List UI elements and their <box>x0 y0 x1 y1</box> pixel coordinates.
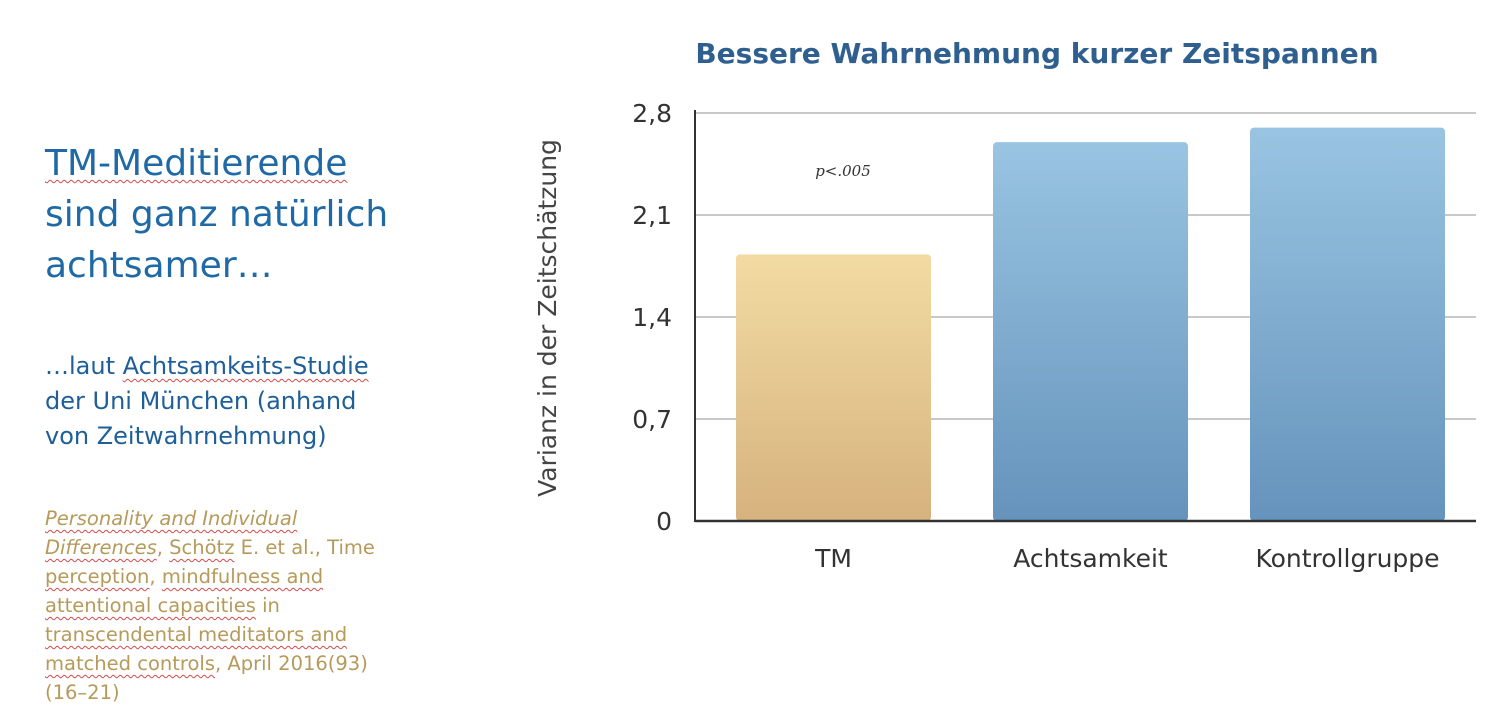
y-tick-label: 1,4 <box>632 303 672 332</box>
subtext-line-1: …laut Achtsamkeits-Studie <box>45 349 445 384</box>
y-tick-label: 0 <box>656 507 672 536</box>
citation-line-4: attentional capacities in <box>45 591 445 620</box>
citation-line-6: matched controls, April 2016(93) <box>45 649 445 678</box>
y-tick-label: 0,7 <box>632 405 672 434</box>
text-panel: TM-Meditierende sind ganz natürlich acht… <box>45 138 445 707</box>
journal-name: Personality and Individual <box>45 507 298 530</box>
title-part-6: matched controls <box>45 652 215 675</box>
citation-sep: , <box>149 565 162 588</box>
title-part-3: attentional capacities <box>45 594 256 617</box>
author-rest: E. et al., Time <box>234 536 375 559</box>
bar-tm <box>736 254 931 522</box>
journal-name-cont: Differences <box>45 536 157 559</box>
y-axis-label: Varianz in der Zeitschätzung <box>533 139 562 497</box>
subtext: …laut Achtsamkeits-Studie der Uni Münche… <box>45 349 445 454</box>
subtext-line-3: von Zeitwahrnehmung) <box>45 422 327 450</box>
citation-date: , April 2016(93) <box>215 652 368 675</box>
citation: Personality and Individual Differences, … <box>45 504 445 707</box>
title-part-5: transcendental meditators and <box>45 623 348 646</box>
headline-line-1: TM-Meditierende <box>45 138 445 189</box>
headline-line-3: achtsamer… <box>45 245 273 286</box>
author-name: Schötz <box>169 536 235 559</box>
bar-kontrollgruppe <box>1250 127 1445 522</box>
title-part-1: perception <box>45 565 150 588</box>
x-tick-label: Kontrollgruppe <box>1255 544 1439 573</box>
subtext-prefix: …laut <box>45 352 123 380</box>
chart-title: Bessere Wahrnehmung kurzer Zeitspannen <box>695 37 1378 70</box>
headline-line-2: sind ganz natürlich <box>45 194 389 235</box>
title-part-4: in <box>255 594 280 617</box>
title-part-2: mindfulness and <box>161 565 324 588</box>
bar-achtsamkeit <box>993 142 1188 521</box>
x-tick-label: Achtsamkeit <box>1013 544 1168 573</box>
citation-line-1: Personality and Individual <box>45 504 445 533</box>
subtext-line-2: der Uni München (anhand <box>45 387 357 415</box>
citation-line-3: perception, mindfulness and <box>45 562 445 591</box>
citation-line-5: transcendental meditators and <box>45 620 445 649</box>
x-tick-label: TM <box>814 544 852 573</box>
significance-annotation: p<.005 <box>815 162 871 180</box>
y-tick-label: 2,8 <box>632 99 672 128</box>
citation-sep: , <box>156 536 170 559</box>
headline: TM-Meditierende sind ganz natürlich acht… <box>45 138 445 291</box>
headline-word-marked: TM-Meditierende <box>45 143 348 184</box>
citation-line-2: Differences, Schötz E. et al., Time <box>45 533 445 562</box>
study-link[interactable]: Achtsamkeits-Studie <box>122 352 369 380</box>
y-tick-label: 2,1 <box>632 201 672 230</box>
citation-line-7: (16–21) <box>45 681 120 704</box>
